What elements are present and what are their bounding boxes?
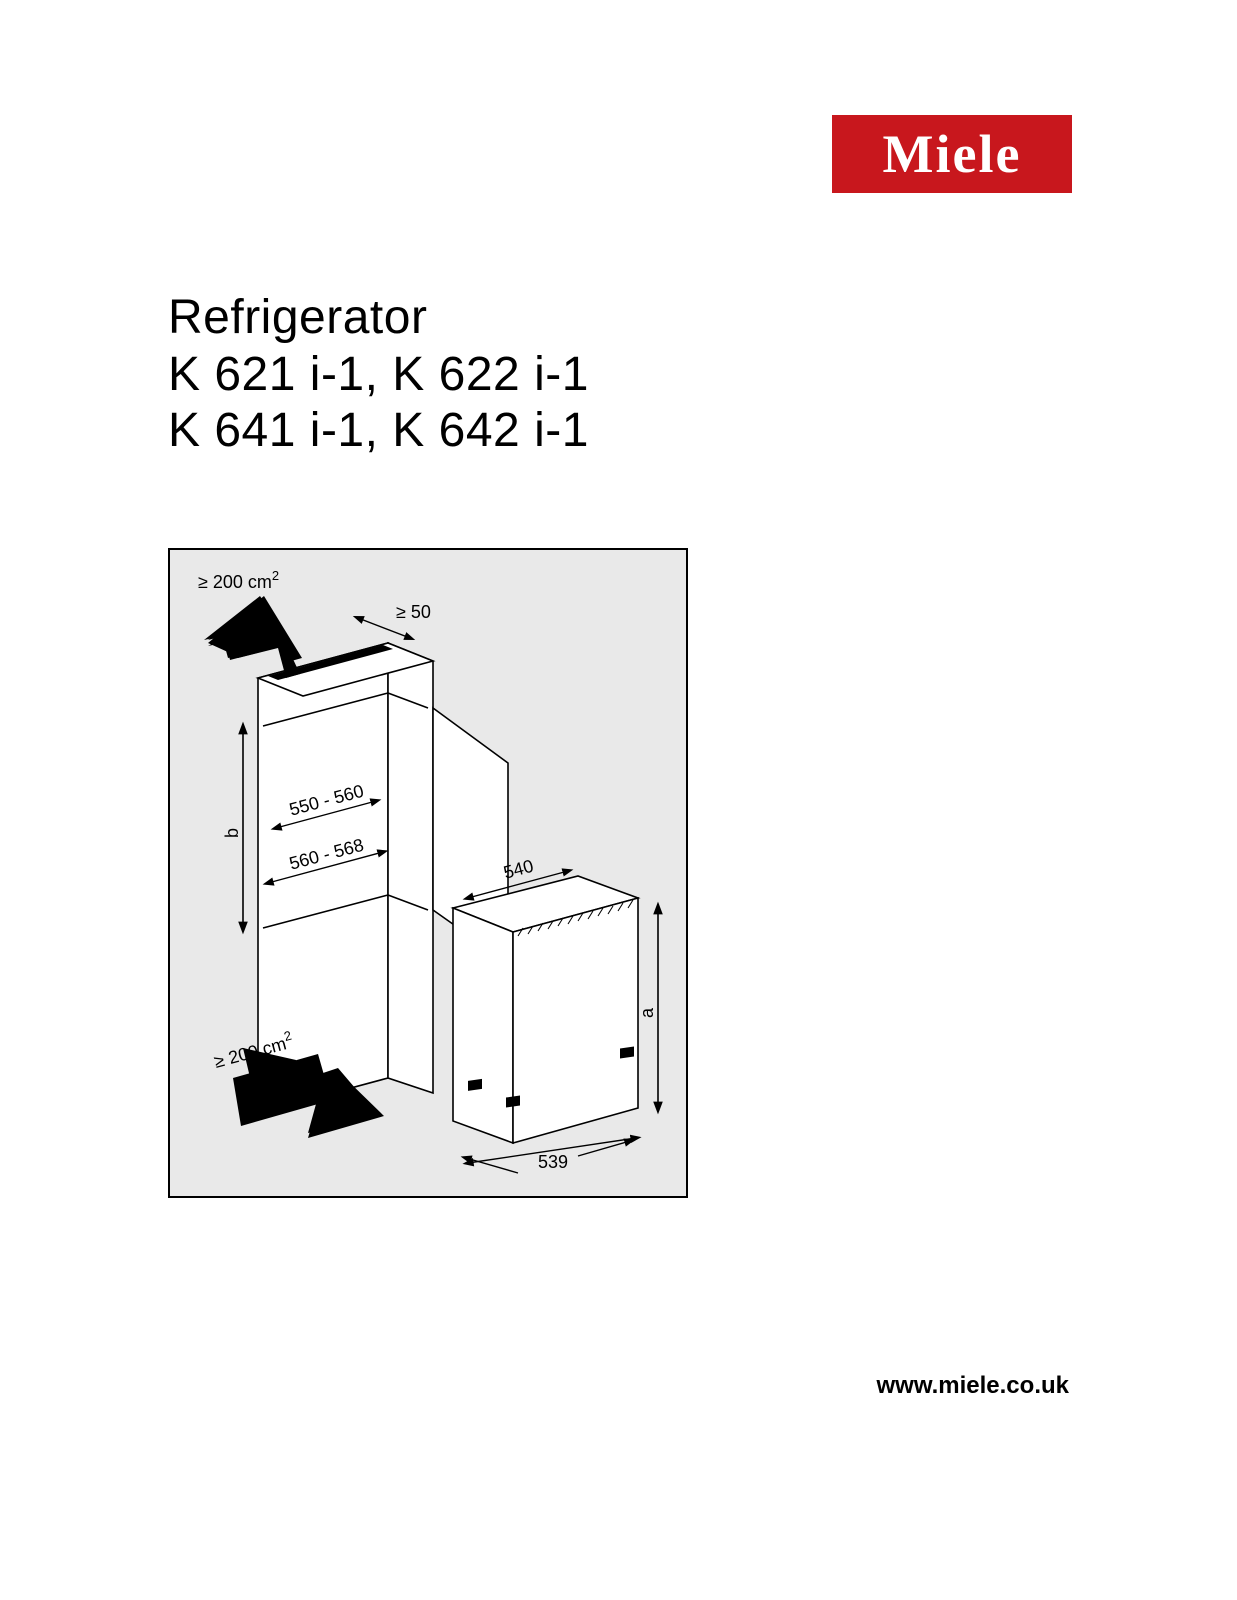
dim-539-label: 539 [538, 1152, 568, 1172]
title-line-3: K 641 i-1, K 642 i-1 [168, 403, 589, 460]
cabinet-side [388, 643, 433, 1093]
footer-url: www.miele.co.uk [876, 1372, 1069, 1400]
dim-a-label: a [637, 1007, 657, 1018]
title-line-2: K 621 i-1, K 622 i-1 [168, 347, 589, 404]
brand-logo: Miele [832, 115, 1072, 193]
vent-top-label: ≥ 200 cm2 [198, 568, 279, 592]
dim-b-label: b [222, 828, 242, 838]
installation-diagram: b ≥ 50 [168, 548, 688, 1198]
appliance-left [453, 908, 513, 1143]
diagram-svg: b ≥ 50 [168, 548, 688, 1198]
title-line-1: Refrigerator [168, 290, 589, 347]
manual-cover-page: Miele Refrigerator K 621 i-1, K 622 i-1 … [0, 0, 1237, 1600]
product-title: Refrigerator K 621 i-1, K 622 i-1 K 641 … [168, 290, 589, 460]
brand-logo-text: Miele [883, 123, 1022, 185]
dim-50-label: ≥ 50 [396, 602, 431, 622]
appliance-front [513, 898, 638, 1143]
